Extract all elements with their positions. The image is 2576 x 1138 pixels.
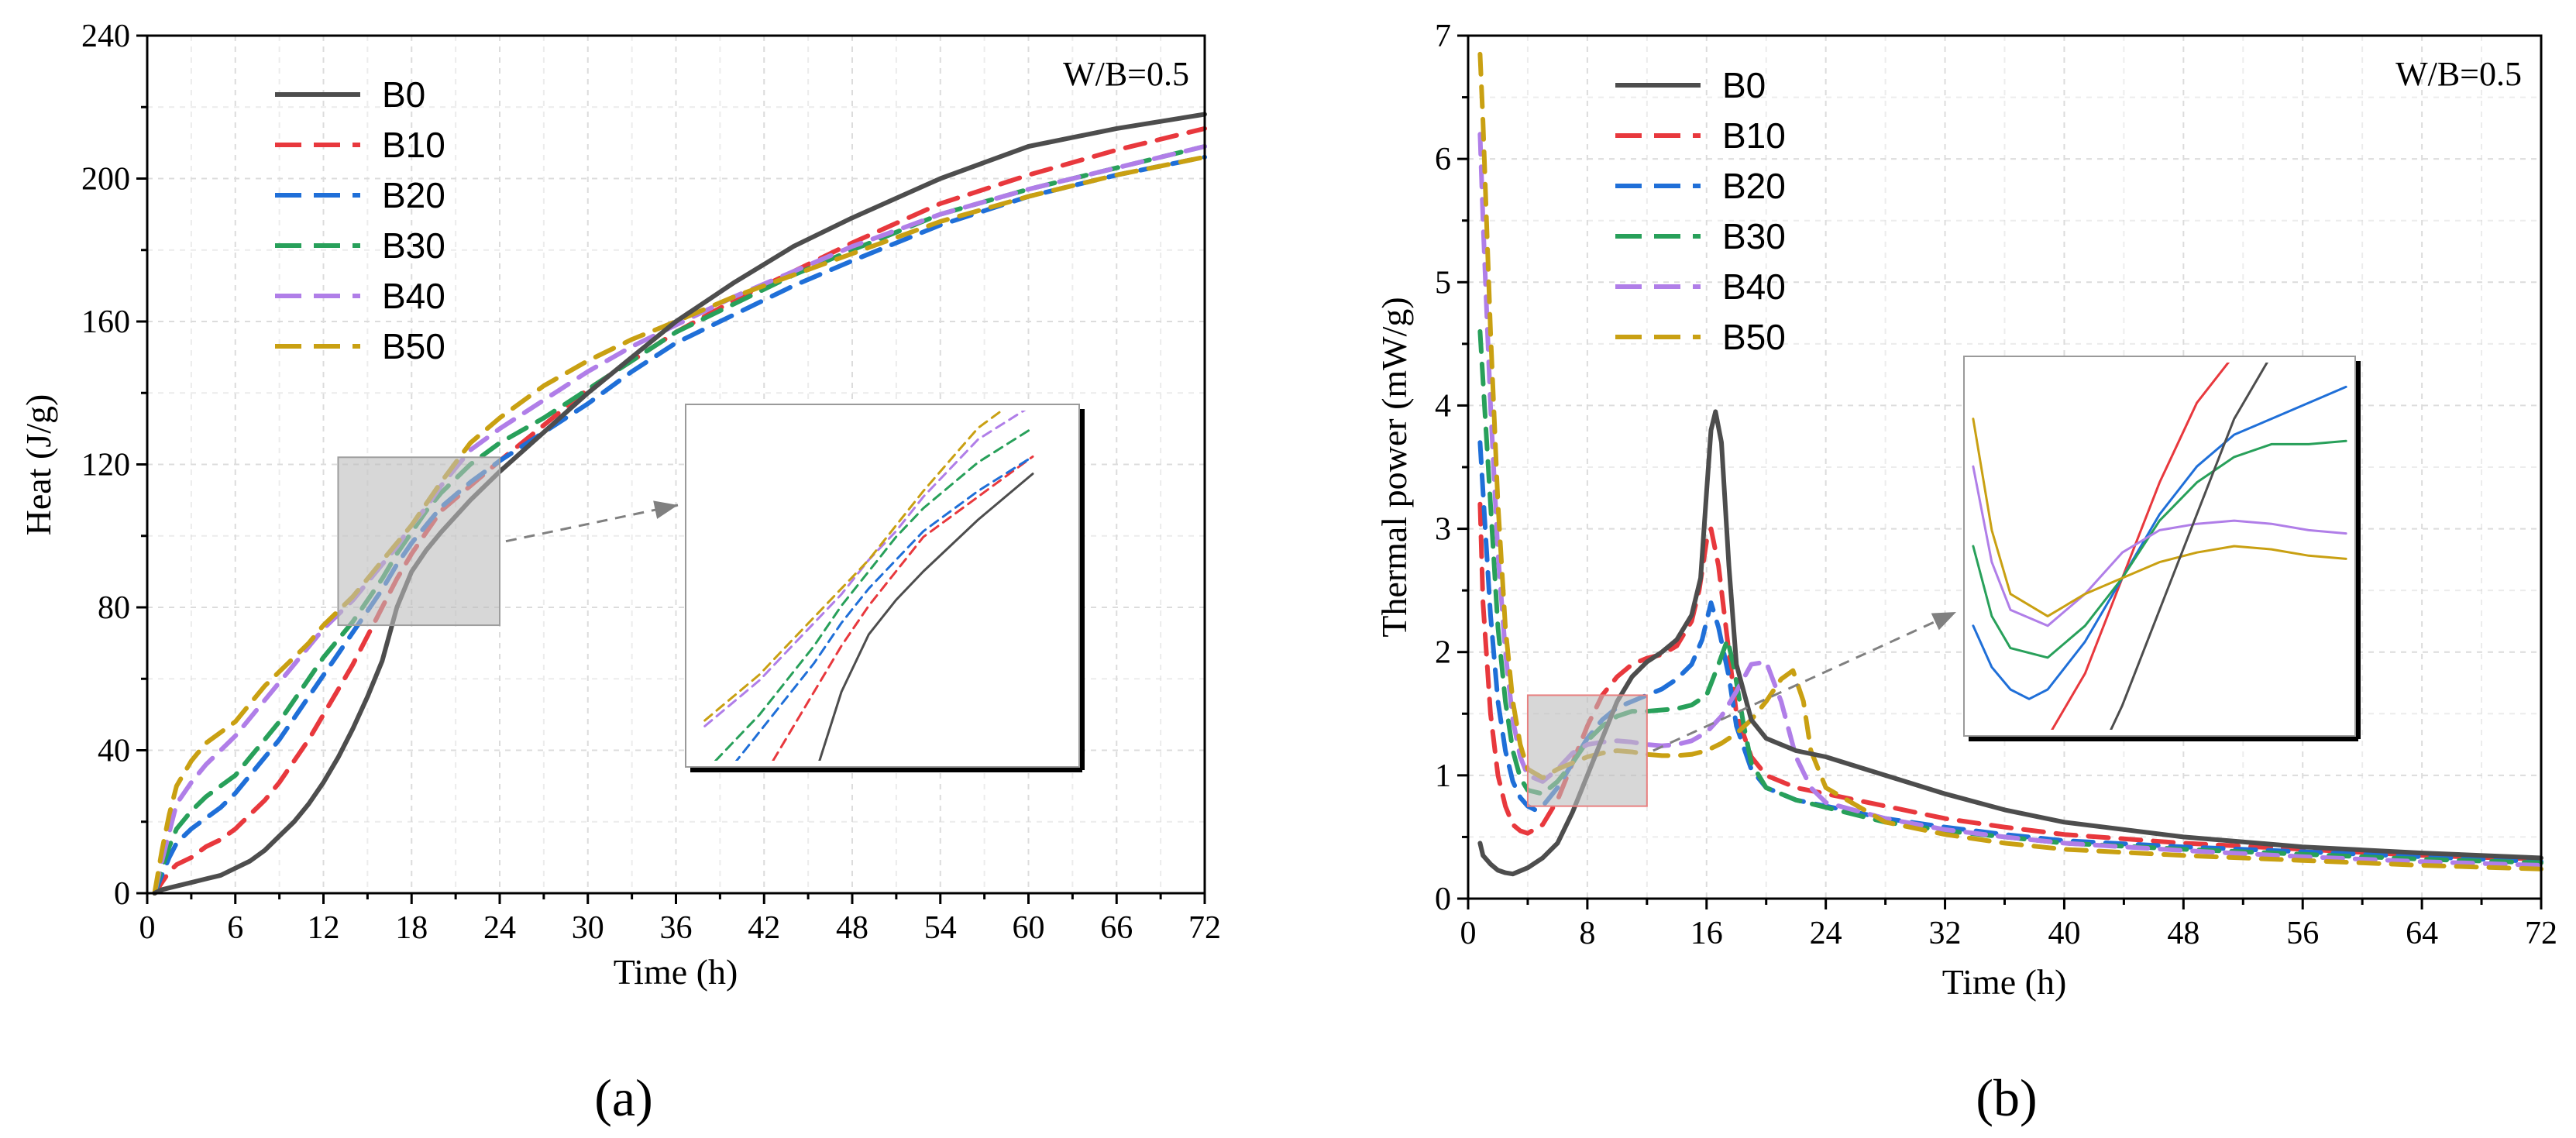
y-tick-label: 5 [1435, 265, 1451, 301]
legend-label-b50: B50 [382, 326, 445, 366]
x-tick-label: 24 [483, 910, 516, 946]
series-line-b10 [1477, 501, 2543, 862]
x-tick-label: 60 [1013, 910, 1045, 946]
zoom-arrow-head [653, 500, 678, 519]
legend-label-b30: B30 [1722, 216, 1786, 256]
x-tick-label: 54 [924, 910, 957, 946]
inset-series-line-b50 [1972, 418, 2347, 617]
panel-b-inset [1963, 356, 2361, 741]
series-line-b0 [1477, 409, 2543, 877]
panel-a-zoom-region [337, 456, 501, 627]
panel-a-ticks: 0 6 12 18 24 30 36 42 48 54 60 66 72 0 40 80 120 160 200 24… [81, 19, 1221, 946]
x-tick-label: 56 [2286, 916, 2319, 951]
panel-a-annotation: W/B=0.5 [1063, 55, 1189, 93]
legend-label-b10: B10 [382, 125, 445, 165]
y-tick-label: 6 [1435, 142, 1451, 177]
panel-a-zoom-arrow [505, 504, 679, 543]
legend-label-b30: B30 [382, 225, 445, 266]
series-line-b50 [152, 154, 1207, 896]
x-tick-label: 48 [836, 910, 868, 946]
panel-b-x-axis-label: Time (h) [1942, 962, 2067, 1002]
inset-curves [703, 411, 1034, 761]
panel-b-curves [1477, 51, 2543, 877]
panel-b-zoom-arrow [1653, 610, 1957, 752]
inset-series-line-b50 [703, 411, 1004, 722]
x-tick-label: 42 [748, 910, 780, 946]
legend-label-b10: B10 [1722, 115, 1786, 156]
panel-a-legend: B0 B10 B20 B30 B40 B50 [275, 74, 445, 366]
x-tick-label: 0 [139, 910, 156, 946]
x-tick-label: 0 [1460, 916, 1477, 951]
series-line-b20 [152, 154, 1207, 896]
inset-series-line-b30 [1972, 439, 2347, 659]
inset-series-line-b30 [714, 426, 1034, 761]
inset-series-line-b10 [2051, 363, 2230, 730]
legend-label-b0: B0 [1722, 65, 1766, 105]
y-tick-label: 1 [1435, 758, 1451, 794]
panel-b-zoom-region [1526, 694, 1648, 807]
x-tick-label: 72 [1188, 910, 1221, 946]
series-line-b20 [1477, 440, 2543, 865]
y-tick-label: 4 [1435, 388, 1451, 424]
inset-series-line-b40 [703, 411, 1027, 727]
y-tick-label: 7 [1435, 19, 1451, 54]
x-tick-label: 66 [1100, 910, 1133, 946]
panel-a-x-axis-label: Time (h) [614, 952, 738, 992]
y-tick-label: 2 [1435, 635, 1451, 671]
x-tick-label: 6 [227, 910, 243, 946]
inset-series-line-b10 [772, 455, 1034, 761]
inset-series-line-b20 [734, 455, 1034, 761]
x-tick-label: 30 [572, 910, 604, 946]
panel-b-annotation: W/B=0.5 [2395, 55, 2522, 93]
inset-box [685, 404, 1080, 768]
series-line-b40 [1477, 132, 2543, 868]
series-line-b50 [1477, 51, 2543, 872]
y-tick-label: 0 [1435, 882, 1451, 917]
inset-series-line-b0 [2110, 363, 2268, 730]
x-tick-label: 32 [1929, 916, 1962, 951]
x-tick-label: 8 [1579, 916, 1595, 951]
inset-series-line-b40 [1972, 465, 2347, 627]
inset-box [1963, 356, 2356, 737]
panel-a-inset [685, 404, 1085, 772]
x-tick-label: 12 [308, 910, 340, 946]
legend-label-b20: B20 [382, 175, 445, 215]
panel-a-y-axis-label: Heat (J/g) [19, 394, 58, 536]
x-tick-label: 72 [2525, 916, 2557, 951]
panel-b-legend: B0 B10 B20 B30 B40 B50 [1615, 65, 1786, 357]
legend-label-b40: B40 [1722, 266, 1786, 307]
zoom-arrow-head [1931, 612, 1956, 631]
y-tick-label: 160 [81, 304, 130, 340]
panel-b-label: (b) [1976, 1068, 2037, 1127]
legend-label-b0: B0 [382, 74, 425, 115]
y-tick-label: 0 [114, 876, 130, 912]
y-tick-label: 200 [81, 162, 130, 198]
legend-label-b40: B40 [382, 276, 445, 316]
x-tick-label: 36 [660, 910, 693, 946]
x-tick-label: 24 [1810, 916, 1842, 951]
y-tick-label: 3 [1435, 512, 1451, 548]
legend-label-b20: B20 [1722, 166, 1786, 206]
x-tick-label: 16 [1690, 916, 1723, 951]
y-tick-label: 240 [81, 19, 130, 54]
y-tick-label: 40 [98, 734, 130, 769]
x-tick-label: 64 [2406, 916, 2438, 951]
y-tick-label: 80 [98, 590, 130, 626]
series-line-b0 [152, 112, 1207, 896]
panel-a-label: (a) [594, 1068, 652, 1127]
legend-label-b50: B50 [1722, 317, 1786, 357]
x-tick-label: 18 [395, 910, 428, 946]
x-tick-label: 48 [2167, 916, 2199, 951]
y-tick-label: 120 [81, 448, 130, 483]
x-tick-label: 40 [2048, 916, 2080, 951]
inset-curves [1972, 363, 2347, 730]
panel-a: 0 6 12 18 24 30 36 42 48 54 60 66 72 0 40 80 120 160 200 24… [19, 19, 1221, 1127]
inset-series-line-b0 [818, 473, 1034, 761]
panel-b-y-axis-label: Thermal power (mW/g) [1374, 297, 1414, 637]
